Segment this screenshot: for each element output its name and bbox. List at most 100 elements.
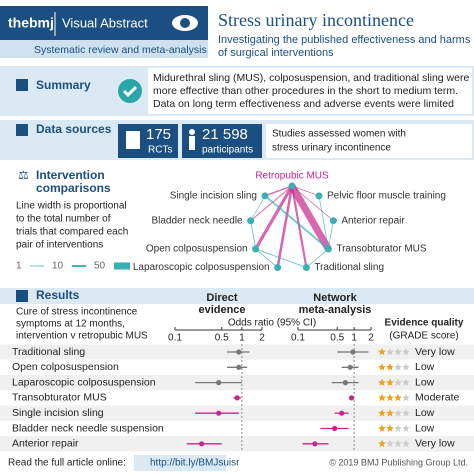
grade-star (394, 363, 402, 371)
network-edge (291, 185, 334, 221)
network-edge (255, 248, 307, 268)
grade-star (378, 393, 386, 402)
grade-label: Very low (415, 346, 455, 358)
section-heading: comparisons (36, 181, 111, 195)
direct-heading: evidence (198, 304, 245, 316)
network-edge (290, 185, 308, 268)
subtitle: of surgical interventions (218, 47, 334, 59)
network-node (302, 263, 310, 271)
person-icon (189, 136, 195, 150)
axis-title: Odds ratio (95% CI) (228, 318, 316, 329)
network-edge (250, 195, 266, 221)
quality-heading: Evidence quality (385, 318, 464, 329)
network-node (247, 217, 255, 225)
results-band (0, 288, 474, 304)
summary-line: more effective than other procedures in … (153, 85, 458, 97)
network-edge (291, 185, 320, 197)
row-label: Traditional sling (12, 346, 85, 358)
summary-line: Midurethral sling (MUS), colposuspension… (153, 72, 469, 84)
network-node (274, 263, 282, 271)
grade-star (394, 393, 402, 402)
network-edge (250, 220, 257, 250)
description-box (266, 124, 472, 158)
node-label: Single incision sling (170, 190, 257, 201)
estimate (347, 364, 353, 370)
row-label: Open colposuspension (12, 361, 119, 373)
note-line: Line width is proportional (16, 201, 127, 212)
summary-line: Data on long term effectiveness and adve… (153, 98, 454, 110)
node-label: Open colposuspension (146, 244, 248, 255)
grade-star (402, 393, 410, 402)
grade-star (402, 439, 410, 447)
grade-star (386, 363, 394, 371)
estimate (234, 395, 240, 401)
participant-count: 21 598 (202, 126, 248, 143)
row-label: Bladder neck needle suspension (12, 422, 164, 434)
network-node (324, 245, 332, 253)
outcome-line: intervention v retropubic MUS (16, 331, 148, 342)
grade-star (386, 393, 394, 402)
copyright: © 2019 BMJ Publishing Group Ltd. (329, 457, 468, 467)
legend-label: 50 (94, 261, 106, 272)
check-mark (122, 85, 138, 98)
network-heading: meta-analysis (299, 304, 372, 316)
row-shade (0, 436, 474, 452)
badge: Visual Abstract (62, 15, 148, 30)
grade-star (394, 424, 402, 432)
estimate (342, 380, 349, 386)
grade-star (402, 378, 410, 386)
network-edge (276, 185, 294, 268)
node-label: Bladder neck needle (151, 215, 243, 226)
outcome-line: Cure of stress incontinence (16, 307, 138, 318)
legend-label: 1 (16, 261, 22, 272)
estimate (350, 349, 356, 355)
grade-star (378, 348, 386, 356)
direct-heading: Direct (206, 292, 238, 304)
row-label: Transobturator MUS (12, 392, 107, 404)
grade-star (402, 363, 410, 371)
footer-link[interactable]: http://bit.ly/BMJsuisr (150, 458, 240, 469)
grade-label: Low (415, 422, 435, 434)
estimate (332, 425, 338, 432)
x-tick-label: 2 (368, 333, 374, 344)
grade-label: Low (415, 361, 435, 373)
person-icon (189, 129, 195, 135)
note-line: pair of interventions (16, 240, 103, 251)
x-tick-label: 1 (239, 333, 245, 344)
row-label: Anterior repair (12, 438, 79, 450)
grade-star (378, 363, 386, 371)
estimate (199, 441, 205, 447)
eye-pupil (180, 18, 190, 28)
network-edge (254, 185, 294, 250)
grade-star (386, 439, 394, 447)
participant-label: participants (202, 145, 253, 156)
brand: thebmj (8, 15, 54, 31)
network-edge (327, 220, 334, 250)
section-icon (16, 79, 28, 91)
rct-count: 175 (146, 126, 171, 143)
network-edge (255, 248, 278, 268)
network-edge (306, 248, 329, 268)
grade-star (386, 378, 394, 386)
network-edge (288, 184, 332, 251)
participant-box (182, 124, 262, 158)
grade-star (394, 409, 402, 417)
grade-star (386, 424, 394, 432)
node-label: Retropubic MUS (255, 171, 329, 182)
legend-line (114, 262, 130, 270)
network-edge (264, 185, 293, 197)
scale-icon: ⚖ (18, 168, 29, 182)
grade-star (386, 409, 394, 417)
grade-label: Low (415, 376, 435, 388)
estimate (339, 410, 345, 416)
estimate (216, 380, 222, 386)
section-icon (16, 124, 28, 136)
grade-label: Moderate (415, 392, 460, 404)
subtitle: Investigating the published effectivenes… (218, 34, 471, 46)
grade-label: Low (415, 407, 435, 419)
link-box[interactable] (134, 455, 226, 471)
footer-read: Read the full article online: (8, 458, 126, 469)
study-type: Systematic review and meta-analysis (34, 44, 207, 56)
